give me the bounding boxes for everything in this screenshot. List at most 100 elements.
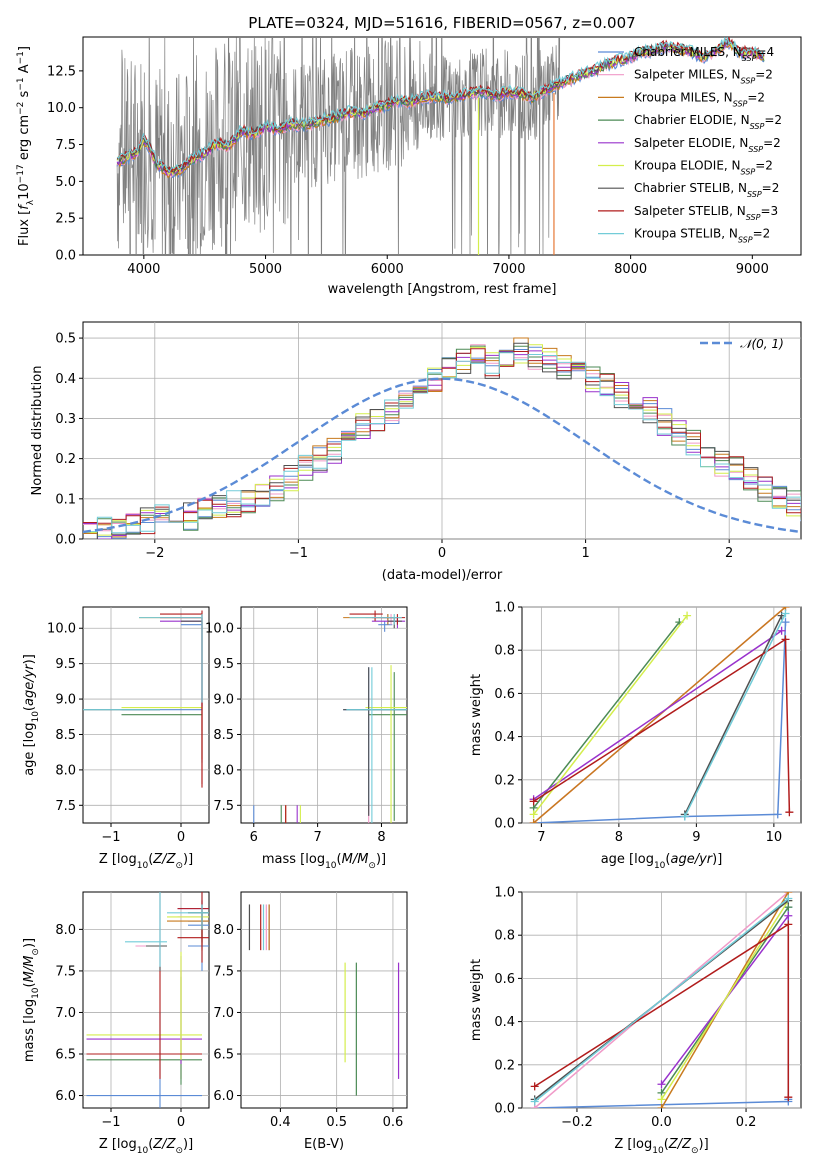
x-tick-label: 7 <box>537 830 545 845</box>
y-tick-label: 1.0 <box>494 886 515 901</box>
y-tick-label: 0.4 <box>55 372 76 387</box>
x-tick-label: 6000 <box>371 262 404 277</box>
legend-entry-7: Salpeter STELIB, NSSP=3 <box>634 204 778 222</box>
weight-marker-8-0 <box>530 1097 539 1106</box>
y-tick-label: 9.5 <box>213 657 234 672</box>
weight-marker-7-1 <box>784 920 793 929</box>
y-tick-label: 0.0 <box>494 817 515 832</box>
weight-marker-4-1 <box>784 911 793 920</box>
weight-lines-area <box>529 607 794 823</box>
x-axis-label: mass [log10(M/M⊙)] <box>262 852 386 871</box>
residual-histogram-panel: −2 −1 0 1 2 0.0 0.1 0.2 0.3 0.4 0.5 𝒩(0, 1) (data-mo… <box>30 321 802 583</box>
model-line-5 <box>116 38 765 176</box>
weight-marker-7-2 <box>784 1093 793 1102</box>
y-tick-label: 8.5 <box>213 728 234 743</box>
age-vs-metallicity-panel: −1 0 7.5 8.0 8.5 9.0 9.5 10.0 Z [log10(Z/Z⊙)] age… <box>22 606 210 871</box>
weight-line-5 <box>533 615 688 815</box>
y-tick-label: 0.2 <box>55 452 76 467</box>
histogram-area <box>83 337 801 539</box>
y-tick-label: 8.0 <box>55 763 76 778</box>
legend-entry-3: Chabrier ELODIE, NSSP=2 <box>634 113 782 131</box>
x-axis-label: Z [log10(Z/Z⊙)] <box>99 852 193 871</box>
model-line-6 <box>116 37 765 173</box>
weight-marker-7-0 <box>529 797 538 806</box>
y-tick-label: 1.0 <box>494 601 515 616</box>
mass-weight-vs-age-panel: 7 8 9 10 0.0 0.2 0.4 0.6 0.8 1.0 age [log10(age/yr… <box>469 601 802 871</box>
y-tick-label: 7.0 <box>213 1006 234 1021</box>
y-tick-label: 9.0 <box>55 693 76 708</box>
weight-line-2 <box>533 607 786 823</box>
y-tick-label: 0.1 <box>55 492 76 507</box>
x-tick-label: −1 <box>101 1115 120 1130</box>
weight-marker-8-1 <box>784 894 793 903</box>
marks-area <box>83 610 203 788</box>
weight-line-8 <box>534 897 789 1103</box>
spectrum-panel: 4000 5000 6000 7000 8000 9000 0.0 2.5 5.0 7.5 10.0… <box>16 14 802 297</box>
y-tick-label: 0.8 <box>494 644 515 659</box>
x-tick-label: 0.2 <box>736 1115 757 1130</box>
x-tick-label: 0 <box>177 830 185 845</box>
x-tick-label: 7 <box>313 830 321 845</box>
x-tick-label: 9000 <box>736 262 769 277</box>
legend-normal-label: 𝒩(0, 1) <box>740 337 784 351</box>
model-line-7 <box>116 37 765 174</box>
x-tick-label: 8000 <box>614 262 647 277</box>
y-tick-label: 7.5 <box>55 964 76 979</box>
y-tick-label: 0.6 <box>494 972 515 987</box>
y-tick-label: 8.5 <box>55 728 76 743</box>
histogram-step-3 <box>83 345 801 539</box>
weight-marker-2-0 <box>657 1104 666 1108</box>
y-tick-label: 7.5 <box>55 138 76 153</box>
y-axis-label: mass weight <box>469 959 484 1041</box>
x-axis-label: Z [log10(Z/Z⊙)] <box>614 1137 708 1156</box>
legend-entry-2: Kroupa MILES, NSSP=2 <box>634 90 765 108</box>
y-tick-label: 5.0 <box>55 175 76 190</box>
axes-frame <box>82 606 210 824</box>
weight-line-3 <box>533 621 680 809</box>
x-tick-label: 0.0 <box>651 1115 672 1130</box>
y-tick-label: 2.5 <box>55 212 76 227</box>
x-tick-label: 7000 <box>492 262 525 277</box>
y-tick-label: 10.0 <box>47 622 76 637</box>
x-tick-label: 0.4 <box>270 1115 291 1130</box>
y-axis-label: mass weight <box>469 674 484 756</box>
legend-entry-6: Chabrier STELIB, NSSP=2 <box>634 181 779 199</box>
weight-marker-5-0 <box>657 1095 666 1104</box>
axes-frame <box>240 891 408 1109</box>
histogram-step-0 <box>83 346 801 539</box>
y-tick-label: 12.5 <box>47 64 76 79</box>
model-line-3 <box>116 40 765 177</box>
weight-line-8 <box>684 613 787 817</box>
x-tick-label: 2 <box>725 546 733 561</box>
y-axis-label: mass [log10(M/M⊙)] <box>22 938 41 1062</box>
histogram-step-5 <box>83 344 801 536</box>
x-tick-label: 8 <box>615 830 623 845</box>
model-line-1 <box>116 42 765 179</box>
age-vs-mass-panel: 6 7 8 7.5 8.0 8.5 9.0 9.5 10.0 mass [log10(M/M⊙)] <box>205 606 408 871</box>
weight-marker-5-1 <box>683 611 692 620</box>
marks-area <box>248 904 400 1096</box>
weight-marker-7-1 <box>781 635 790 644</box>
y-axis-label: Normed distribution <box>30 366 45 496</box>
legend-entry-5: Kroupa ELODIE, NSSP=2 <box>634 159 773 177</box>
y-tick-label: 0.2 <box>494 1058 515 1073</box>
y-tick-label: 6.5 <box>55 1048 76 1063</box>
model-line-4 <box>116 41 765 177</box>
histogram-step-7 <box>83 348 801 535</box>
y-tick-label: 0.2 <box>494 773 515 788</box>
x-tick-label: −2 <box>145 546 164 561</box>
y-tick-label: 7.0 <box>55 1006 76 1021</box>
histogram-step-6 <box>83 342 801 539</box>
legend-entry-4: Salpeter ELODIE, NSSP=2 <box>634 136 781 154</box>
weight-marker-2-0 <box>529 819 538 823</box>
x-axis-label: E(B-V) <box>304 1137 344 1152</box>
x-tick-label: 5000 <box>249 262 282 277</box>
y-tick-label: 6.5 <box>213 1048 234 1063</box>
marks-area <box>253 610 407 823</box>
weight-line-0 <box>533 622 787 823</box>
x-tick-label: 9 <box>692 830 700 845</box>
model-line-8 <box>116 37 765 173</box>
weight-marker-4-1 <box>777 626 786 635</box>
weight-marker-7-0 <box>530 1082 539 1091</box>
